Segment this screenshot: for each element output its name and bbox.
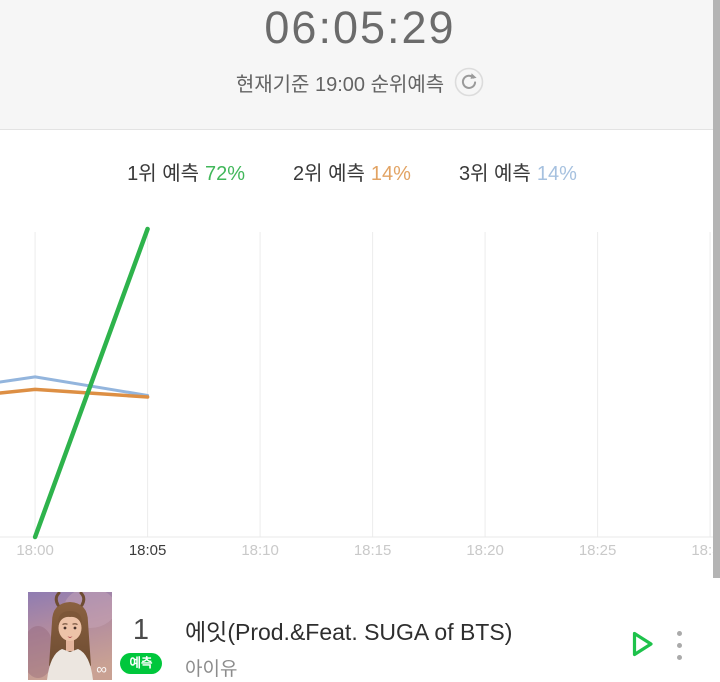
svg-text:18:00: 18:00	[16, 542, 54, 559]
chart-canvas: 18:00 18:05 18:10 18:15 18:20 18:25 18:30	[0, 226, 720, 559]
album-art[interactable]: ∞	[28, 592, 112, 680]
kebab-menu-icon	[676, 631, 682, 660]
vertical-scrollbar[interactable]	[713, 0, 720, 621]
rank2-prediction-value: 14%	[370, 163, 411, 185]
rank3-prediction: 3위 예측 14%	[459, 157, 577, 186]
rank3-prediction-label: 3위 예측	[458, 163, 531, 185]
svg-text:18:25: 18:25	[579, 542, 617, 559]
album-art-image	[28, 592, 112, 680]
prediction-summary: 1위 예측 72% 2위 예측 14% 3위 예측 14%	[0, 157, 712, 186]
svg-text:18:10: 18:10	[241, 542, 279, 559]
svg-text:18:15: 18:15	[354, 542, 392, 559]
more-menu-button[interactable]	[671, 629, 687, 661]
rank2-prediction-label: 2위 예측	[293, 163, 365, 185]
play-button[interactable]	[624, 626, 660, 662]
rank3-prediction-value: 14%	[536, 163, 577, 185]
prediction-subtitle: 현재기준 19:00 순위예측	[235, 73, 445, 96]
refresh-icon	[454, 67, 484, 100]
play-icon	[624, 631, 660, 665]
svg-text:18:05: 18:05	[129, 542, 167, 559]
song-list-item[interactable]: ∞ 1 예측 에잇(Prod.&Feat. SUGA of BTS) 아이유	[0, 578, 720, 682]
rank1-prediction-value: 72%	[205, 163, 246, 185]
rank-number: 1	[132, 614, 150, 646]
rank-column: 1 예측	[116, 614, 166, 674]
prediction-header: 06:05:29 현재기준 19:00 순위예측	[0, 0, 720, 130]
rank2-prediction: 2위 예측 14%	[293, 157, 411, 186]
prediction-badge: 예측	[120, 653, 162, 674]
rank1-prediction: 1위 예측 72%	[127, 157, 245, 186]
infinity-symbol: ∞	[96, 661, 107, 678]
subtitle-row: 현재기준 19:00 순위예측	[0, 67, 720, 97]
song-title: 에잇(Prod.&Feat. SUGA of BTS)	[185, 619, 513, 645]
countdown-timer: 06:05:29	[264, 2, 456, 53]
rank-prediction-chart: 18:00 18:05 18:10 18:15 18:20 18:25 18:30	[0, 225, 720, 570]
song-artist: 아이유	[185, 659, 238, 680]
svg-text:18:20: 18:20	[466, 542, 504, 559]
rank1-prediction-label: 1위 예측	[127, 163, 199, 185]
svg-text:18:30: 18:30	[691, 542, 720, 559]
refresh-button[interactable]	[454, 67, 484, 97]
song-info: 에잇(Prod.&Feat. SUGA of BTS) 아이유	[185, 613, 605, 681]
